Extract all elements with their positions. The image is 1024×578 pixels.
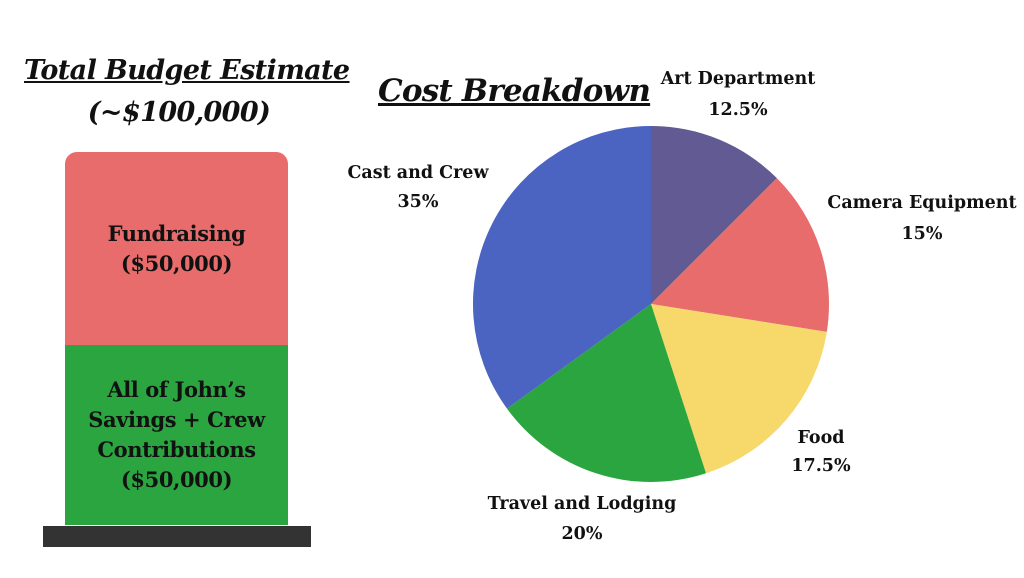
cost-breakdown-title: Cost Breakdown xyxy=(378,73,651,109)
pie-slice-cast-and-crew xyxy=(472,126,651,409)
slice-percent-art-department: 12.5% xyxy=(708,100,768,120)
slice-percent-camera-equipment: 15% xyxy=(902,224,943,244)
pie-slice-art-department xyxy=(651,126,777,304)
budget-subtitle: (~$100,000) xyxy=(87,97,271,128)
slice-label-camera-equipment: Camera Equipment xyxy=(827,193,1016,213)
bar-base xyxy=(43,526,311,547)
savings-contributions-label: All of John’s Savings + Crew Contributio… xyxy=(88,377,265,492)
pie-slice-camera-equipment xyxy=(651,178,830,332)
slice-label-travel-and-lodging: Travel and Lodging xyxy=(488,494,677,514)
slice-label-art-department: Art Department xyxy=(660,69,816,89)
budget-stacked-bar: Fundraising ($50,000) All of John’s Savi… xyxy=(65,152,288,525)
fundraising-segment: Fundraising ($50,000) xyxy=(65,152,288,345)
slice-label-cast-and-crew: Cast and Crew xyxy=(347,163,489,183)
savings-contributions-segment: All of John’s Savings + Crew Contributio… xyxy=(65,345,288,525)
slice-percent-travel-and-lodging: 20% xyxy=(562,524,603,544)
pie-slice-food xyxy=(651,304,827,474)
fundraising-label: Fundraising ($50,000) xyxy=(107,220,246,276)
slice-percent-cast-and-crew: 35% xyxy=(398,192,439,212)
budget-title: Total Budget Estimate xyxy=(24,55,350,86)
slice-percent-food: 17.5% xyxy=(791,456,851,476)
slice-label-food: Food xyxy=(797,428,844,448)
pie-slice-travel-and-lodging xyxy=(506,304,707,483)
